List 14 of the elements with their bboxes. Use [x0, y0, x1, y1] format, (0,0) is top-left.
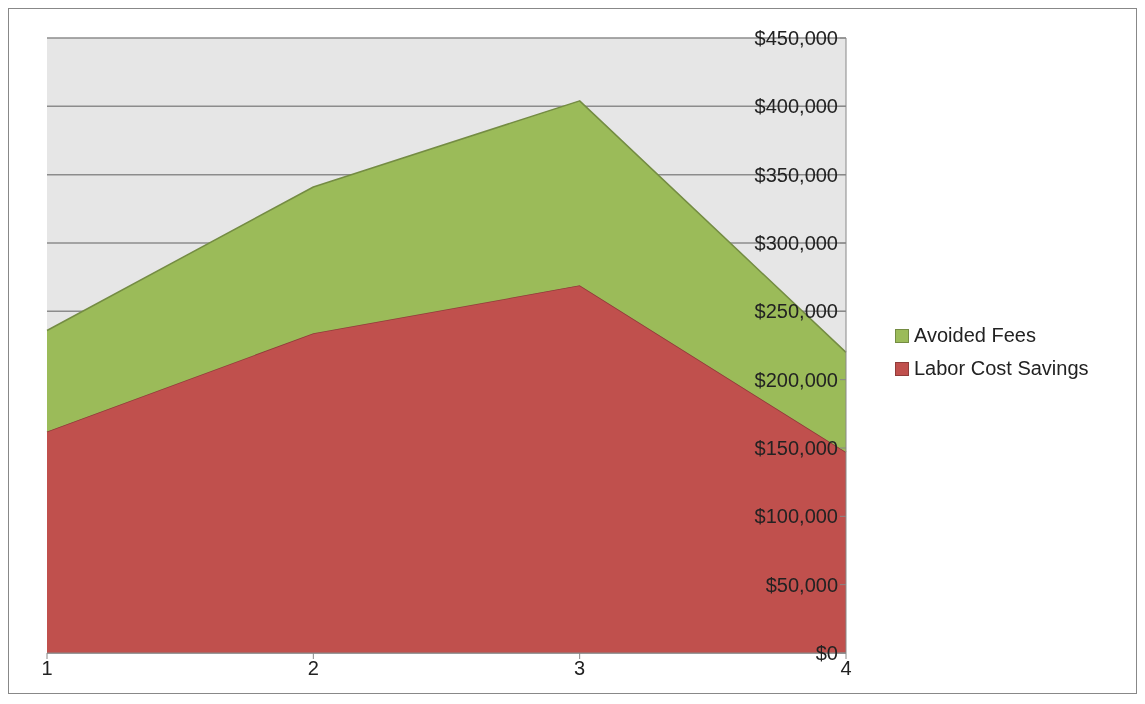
- y-tick-label: $400,000: [754, 95, 838, 118]
- y-tick-label: $300,000: [754, 232, 838, 255]
- y-tick-label: $150,000: [754, 437, 838, 460]
- x-tick-label: 2: [307, 657, 319, 680]
- y-tick-label: $50,000: [765, 573, 838, 596]
- y-tick-label: $200,000: [754, 368, 838, 391]
- legend-label: Labor Cost Savings: [914, 357, 1089, 380]
- x-tick-label: 1: [41, 657, 53, 680]
- x-tick-label: 3: [574, 657, 586, 680]
- y-tick-label: $350,000: [754, 163, 838, 186]
- y-tick-label: $450,000: [754, 27, 838, 50]
- x-tick-label: 4: [840, 657, 852, 680]
- y-tick-label: $100,000: [754, 505, 838, 528]
- legend-label: Avoided Fees: [914, 324, 1036, 347]
